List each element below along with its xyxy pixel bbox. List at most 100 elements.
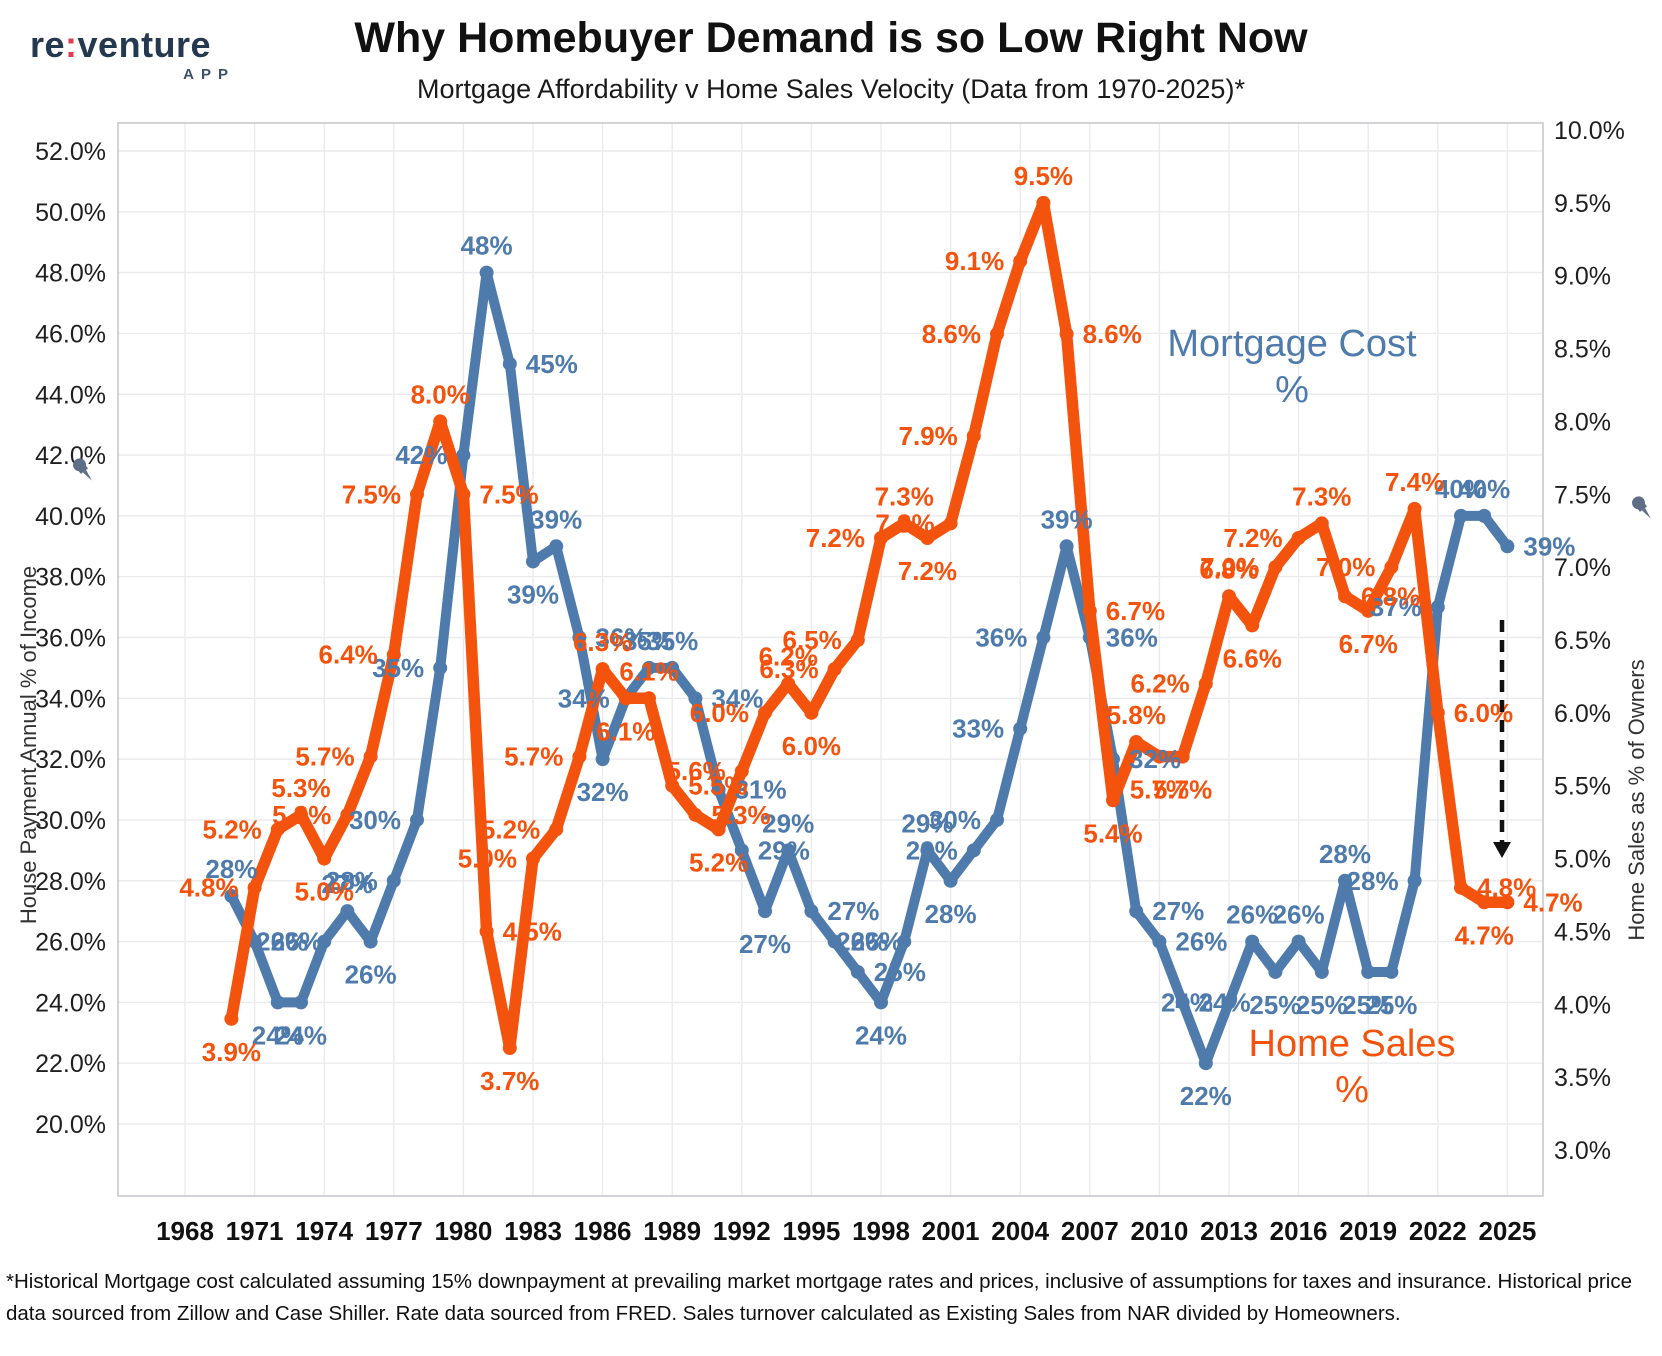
- data-point-marker: [804, 705, 819, 720]
- svg-text:%: %: [1275, 369, 1309, 411]
- x-axis-tick: 1992: [713, 1216, 771, 1246]
- logo-colon: :: [65, 24, 78, 65]
- data-label: 26%: [271, 927, 323, 957]
- gap-arrow: [1493, 620, 1511, 858]
- data-point-marker: [1430, 600, 1445, 615]
- data-point-marker: [340, 904, 355, 919]
- left-axis-tick: 50.0%: [35, 199, 106, 227]
- data-point-marker: [642, 660, 656, 675]
- data-label: 5.7%: [295, 742, 354, 772]
- x-axis-tick: 2013: [1200, 1216, 1258, 1246]
- pushpin-icon: [73, 458, 92, 481]
- data-point-marker: [1361, 603, 1376, 618]
- pushpin-icon: [1632, 496, 1651, 519]
- data-label: 6.2%: [1131, 669, 1190, 699]
- left-axis-tick: 44.0%: [35, 381, 106, 409]
- data-label: 36%: [975, 623, 1027, 653]
- data-label: 22%: [1180, 1081, 1232, 1111]
- data-point-marker: [433, 660, 448, 675]
- data-label: 4.8%: [179, 873, 238, 903]
- x-axis-tick: 2022: [1409, 1216, 1467, 1246]
- data-label: 30%: [929, 805, 981, 835]
- data-point-marker: [526, 851, 540, 866]
- right-axis-tick: 10.0%: [1554, 117, 1625, 145]
- data-point-marker: [1407, 873, 1422, 888]
- right-axis-tick: 8.0%: [1554, 408, 1611, 436]
- data-label: 5.3%: [271, 773, 330, 803]
- data-point-marker: [1245, 934, 1260, 949]
- left-axis-tick: 26.0%: [35, 929, 106, 957]
- data-point-marker: [1268, 964, 1283, 979]
- data-label: 39%: [1523, 531, 1575, 561]
- data-label: 6.7%: [1339, 629, 1398, 659]
- data-label: 29%: [906, 835, 958, 865]
- data-point-marker: [1314, 516, 1329, 531]
- data-label: 24%: [275, 1020, 327, 1050]
- left-axis-tick: 20.0%: [35, 1111, 106, 1139]
- data-label: 5.0%: [458, 844, 517, 874]
- data-point-marker: [386, 647, 401, 662]
- left-axis-tick: 34.0%: [35, 685, 106, 713]
- data-label: 4.8%: [1477, 873, 1536, 903]
- data-point-marker: [1059, 327, 1074, 341]
- data-label: 8.6%: [1083, 319, 1142, 349]
- data-point-marker: [920, 843, 935, 858]
- left-axis-tick: 48.0%: [35, 260, 106, 288]
- data-point-marker: [595, 662, 610, 677]
- right-axis-tick: 6.5%: [1554, 627, 1611, 655]
- data-point-marker: [1129, 904, 1144, 919]
- data-point-marker: [758, 904, 772, 919]
- data-label: 45%: [526, 349, 578, 379]
- data-label: 6.8%: [1361, 581, 1420, 611]
- data-label: 7.3%: [875, 481, 934, 511]
- x-axis-tick: 1998: [852, 1216, 910, 1246]
- data-label: 7.0%: [1200, 552, 1259, 582]
- data-label: 7.9%: [899, 421, 958, 451]
- data-label: 6.0%: [690, 698, 749, 728]
- data-point-marker: [595, 752, 610, 767]
- right-axis-tick: 3.5%: [1554, 1064, 1611, 1092]
- left-axis-tick: 38.0%: [35, 564, 106, 592]
- data-label: 29%: [762, 808, 814, 838]
- svg-text:%: %: [1335, 1069, 1369, 1111]
- data-label: 39%: [530, 504, 582, 534]
- data-label: 26%: [851, 927, 903, 957]
- data-point-marker: [1129, 735, 1144, 749]
- x-axis-tick: 1977: [365, 1216, 423, 1246]
- data-label: 6.7%: [1106, 596, 1165, 626]
- data-point-marker: [502, 1041, 517, 1055]
- data-label: 5.0%: [295, 877, 354, 907]
- x-axis-tick: 2010: [1130, 1216, 1188, 1246]
- data-label: 25%: [1249, 990, 1301, 1020]
- data-label: 35%: [372, 653, 424, 683]
- data-point-marker: [572, 749, 587, 764]
- data-point-marker: [294, 807, 308, 822]
- data-label: 30%: [349, 805, 401, 835]
- data-point-marker: [1106, 793, 1120, 808]
- data-point-marker: [966, 843, 981, 858]
- data-labels-home-sales: 3.9%4.8%5.2%5.3%5.0%5.3%5.7%6.4%7.5%8.0%…: [179, 161, 1582, 1096]
- data-label: 6.5%: [783, 625, 842, 655]
- data-point-marker: [1036, 195, 1051, 210]
- data-point-marker: [1314, 964, 1329, 979]
- left-axis-tick-labels: 52.0% 50.0% 48.0% 46.0% 44.0% 42.0% 40.0% 38.0%…: [35, 138, 106, 1139]
- mortgage-cost-series-label: Mortgage Cost%: [1167, 323, 1417, 411]
- data-point-marker: [1500, 895, 1515, 910]
- data-label: 6.2%: [759, 642, 818, 672]
- data-label: 7.2%: [806, 523, 865, 553]
- right-axis-tick: 5.0%: [1554, 846, 1611, 874]
- data-label: 24%: [855, 1020, 907, 1050]
- data-label: 35%: [623, 626, 675, 656]
- left-axis-tick: 52.0%: [35, 138, 106, 166]
- data-point-marker: [850, 964, 865, 979]
- data-label: 5.7%: [504, 742, 563, 772]
- data-point-marker: [897, 934, 912, 949]
- data-label: 24%: [1161, 987, 1213, 1017]
- logo-suffix: venture: [77, 24, 212, 65]
- data-point-marker: [1361, 964, 1376, 979]
- reventure-logo: re:venture APP: [30, 24, 260, 83]
- x-axis-tick: 1983: [504, 1216, 562, 1246]
- x-axis-tick: 2016: [1270, 1216, 1328, 1246]
- data-label: 24%: [1199, 987, 1251, 1017]
